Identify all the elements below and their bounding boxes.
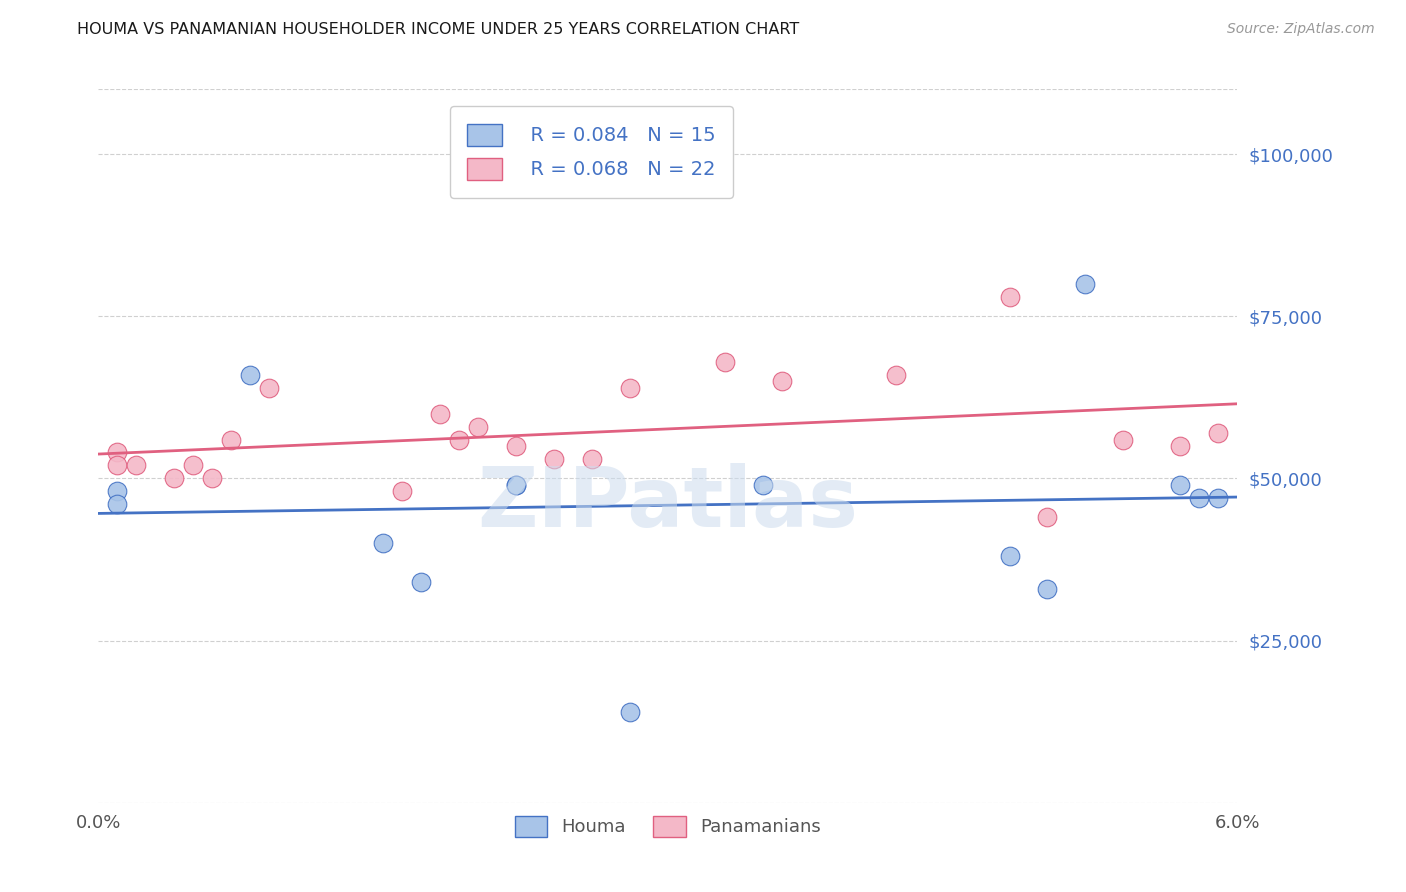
Point xyxy=(259,381,281,395)
Point xyxy=(107,445,129,459)
Point xyxy=(391,484,413,499)
Text: ZIPatlas: ZIPatlas xyxy=(478,463,858,543)
Point xyxy=(1074,277,1097,291)
Legend: Houma, Panamanians: Houma, Panamanians xyxy=(508,808,828,844)
Point xyxy=(107,484,129,499)
Point xyxy=(884,368,907,382)
Point xyxy=(201,471,224,485)
Point xyxy=(714,354,737,368)
Point xyxy=(505,478,527,492)
Point xyxy=(371,536,394,550)
Point xyxy=(581,452,603,467)
Point xyxy=(107,458,129,473)
Point xyxy=(543,452,565,467)
Point xyxy=(505,439,527,453)
Point xyxy=(239,368,262,382)
Point xyxy=(505,478,527,492)
Point xyxy=(770,374,793,388)
Point xyxy=(1188,491,1211,505)
Point xyxy=(1170,439,1192,453)
Point xyxy=(998,290,1021,304)
Point xyxy=(1170,478,1192,492)
Point xyxy=(1112,433,1135,447)
Point xyxy=(1208,491,1230,505)
Point xyxy=(107,497,129,511)
Point xyxy=(125,458,148,473)
Point xyxy=(449,433,471,447)
Point xyxy=(183,458,205,473)
Point xyxy=(163,471,186,485)
Text: HOUMA VS PANAMANIAN HOUSEHOLDER INCOME UNDER 25 YEARS CORRELATION CHART: HOUMA VS PANAMANIAN HOUSEHOLDER INCOME U… xyxy=(77,22,800,37)
Point xyxy=(411,575,433,590)
Point xyxy=(221,433,243,447)
Text: Source: ZipAtlas.com: Source: ZipAtlas.com xyxy=(1227,22,1375,37)
Point xyxy=(1036,510,1059,524)
Point xyxy=(467,419,489,434)
Point xyxy=(1208,425,1230,440)
Point xyxy=(998,549,1021,564)
Point xyxy=(752,478,775,492)
Point xyxy=(619,705,641,719)
Point xyxy=(619,381,641,395)
Point xyxy=(429,407,451,421)
Point xyxy=(1036,582,1059,596)
